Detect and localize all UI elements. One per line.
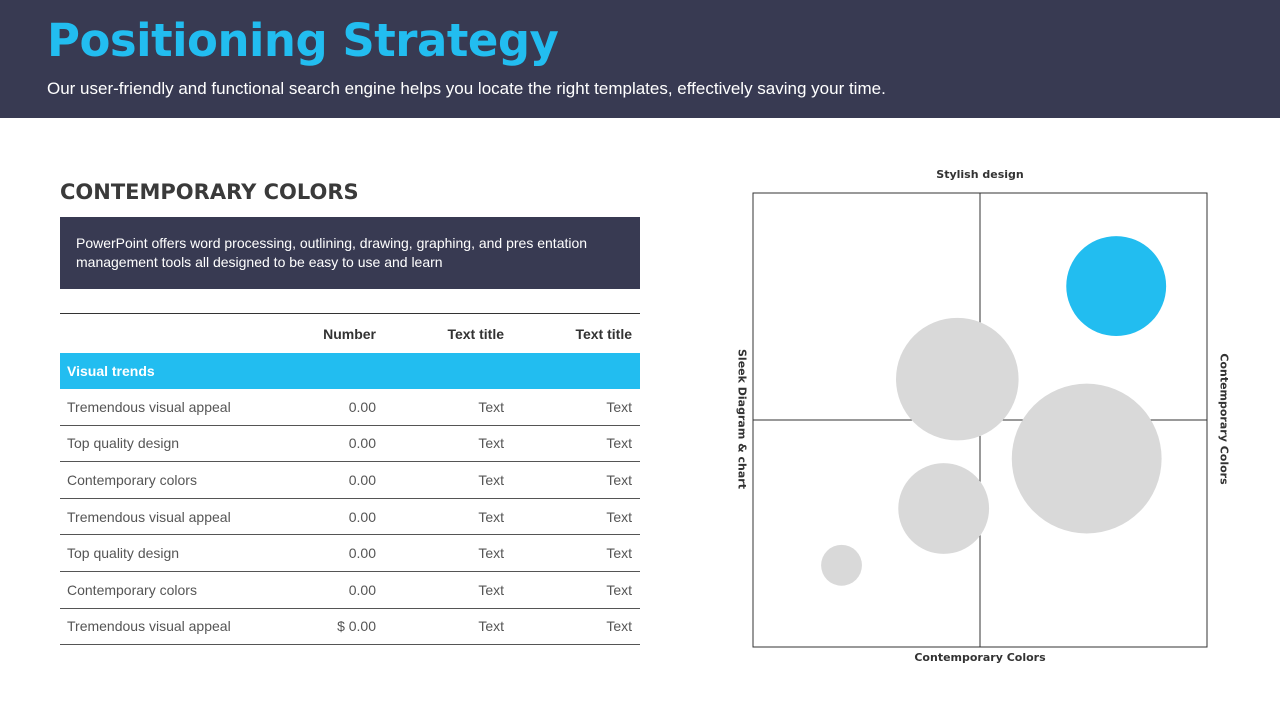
table-cell: Text xyxy=(478,471,504,488)
table-cell: Text xyxy=(606,508,632,525)
table-row: Top quality design 0.00 Text Text xyxy=(60,426,640,463)
header-banner: Positioning Strategy Our user-friendly a… xyxy=(0,0,1280,118)
table-header-cell: Text title xyxy=(447,325,504,342)
table-group-row: Visual trends xyxy=(60,353,640,389)
table-row: Tremendous visual appeal 0.00 Text Text xyxy=(60,499,640,536)
table-header-cell: Number xyxy=(323,325,376,342)
table-cell: 0.00 xyxy=(348,398,376,415)
axis-label-left: Sleek Diagram & chart xyxy=(735,349,749,489)
bubble-3 xyxy=(1011,383,1162,534)
table-cell: Contemporary colors xyxy=(67,581,197,598)
table-cell: Contemporary colors xyxy=(67,471,197,488)
table-cell: Text xyxy=(606,471,632,488)
table-cell: Text xyxy=(478,618,504,635)
table-cell: Top quality design xyxy=(67,435,180,452)
axis-label-bottom: Contemporary Colors xyxy=(914,651,1046,664)
positioning-chart: Stylish design Contemporary Colors Sleek… xyxy=(720,160,1260,670)
table-cell: Text xyxy=(478,435,504,452)
table-cell: Tremendous visual appeal xyxy=(67,398,231,415)
chart-canvas xyxy=(752,192,1208,648)
table-header-cell: Text title xyxy=(575,325,632,342)
table-header-row: Number Text title Text title xyxy=(60,314,640,353)
bubble-1 xyxy=(1066,236,1167,337)
table-cell: Tremendous visual appeal xyxy=(67,618,231,635)
table-cell: 0.00 xyxy=(348,545,376,562)
page-subtitle: Our user-friendly and functional search … xyxy=(47,79,886,98)
table-row: Contemporary colors 0.00 Text Text xyxy=(60,462,640,499)
table-cell: Text xyxy=(478,398,504,415)
group-label: Visual trends xyxy=(67,363,155,379)
page-title: Positioning Strategy xyxy=(47,14,559,67)
axis-label-right: Contemporary Colors xyxy=(1217,353,1231,485)
section-title: CONTEMPORARY COLORS xyxy=(60,180,359,204)
description-text: PowerPoint offers word processing, outli… xyxy=(76,235,588,270)
table-cell: Text xyxy=(606,435,632,452)
table-cell: Text xyxy=(606,545,632,562)
data-table: Number Text title Text title Visual tren… xyxy=(60,313,640,646)
table-cell: Top quality design xyxy=(67,545,180,562)
table-cell: Text xyxy=(478,508,504,525)
table-cell: Text xyxy=(606,398,632,415)
table-cell: Text xyxy=(606,618,632,635)
table-cell: 0.00 xyxy=(348,508,376,525)
table-cell: Text xyxy=(606,581,632,598)
table-row: Tremendous visual appeal $ 0.00 Text Text xyxy=(60,609,640,646)
table-row: Contemporary colors 0.00 Text Text xyxy=(60,572,640,609)
bubble-2 xyxy=(896,317,1019,441)
bubble-5 xyxy=(821,544,862,586)
table-cell: $ 0.00 xyxy=(337,618,376,635)
table-cell: Text xyxy=(478,581,504,598)
description-box: PowerPoint offers word processing, outli… xyxy=(60,217,640,289)
table-cell: 0.00 xyxy=(348,471,376,488)
bubble-4 xyxy=(898,463,990,554)
table-cell: 0.00 xyxy=(348,581,376,598)
table-row: Top quality design 0.00 Text Text xyxy=(60,535,640,572)
table-cell: 0.00 xyxy=(348,435,376,452)
table-row: Tremendous visual appeal 0.00 Text Text xyxy=(60,389,640,426)
axis-label-top: Stylish design xyxy=(936,168,1024,181)
table-cell: Text xyxy=(478,545,504,562)
table-cell: Tremendous visual appeal xyxy=(67,508,231,525)
